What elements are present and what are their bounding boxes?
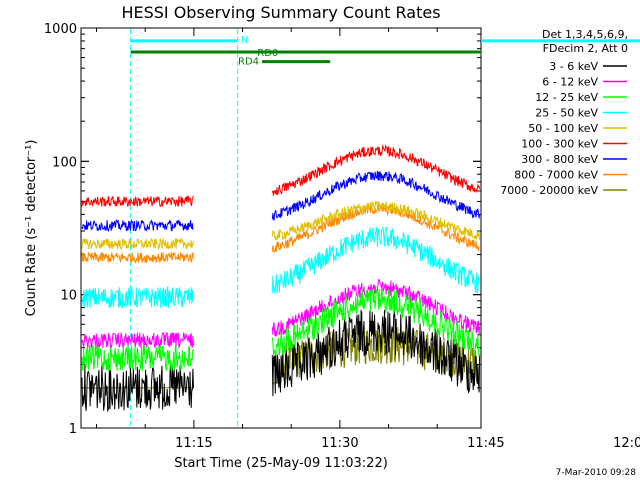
legend-header: Det 1,3,4,5,6,9, — [542, 28, 628, 41]
state-bar-label: RD4 — [238, 57, 259, 68]
x-tick-label: 12:00 — [613, 436, 640, 451]
series-50-100kev — [81, 200, 481, 251]
x-tick-label: 11:30 — [321, 436, 358, 451]
data-series — [81, 144, 481, 413]
x-tick-label: 11:45 — [467, 436, 504, 451]
legend-label: 7000 - 20000 keV — [500, 184, 598, 197]
series-line — [81, 170, 481, 233]
series-25-50kev — [81, 226, 481, 309]
series-line — [81, 202, 480, 265]
y-tick-labels: 1 10 100 1000 — [44, 22, 77, 437]
series-800-7000kev — [81, 202, 480, 265]
footer-date: 7-Mar-2010 09:28 — [556, 468, 637, 478]
legend: Det 1,3,4,5,6,9,FDecim 2, Att 0 3 - 6 keV… — [500, 28, 628, 197]
series-line — [81, 226, 481, 309]
series-line — [81, 287, 481, 372]
legend-header: FDecim 2, Att 0 — [543, 42, 628, 55]
legend-label: 12 - 25 keV — [535, 91, 598, 104]
series-line — [81, 200, 481, 251]
legend-label: 100 - 300 keV — [521, 138, 598, 151]
state-bar-label: N — [241, 35, 248, 46]
legend-label: 3 - 6 keV — [549, 60, 598, 73]
chart-title: HESSI Observing Summary Count Rates — [121, 3, 440, 22]
series-12-25kev — [81, 287, 481, 372]
y-tick-label: 1000 — [44, 22, 77, 37]
legend-label: 800 - 7000 keV — [514, 169, 598, 182]
series-line — [81, 308, 481, 413]
series-300-800kev — [81, 170, 481, 233]
legend-label: 25 - 50 keV — [535, 107, 598, 120]
legend-label: 300 - 800 keV — [521, 153, 598, 166]
legend-label: 6 - 12 keV — [542, 76, 598, 89]
x-tick-label: 11:15 — [175, 436, 212, 451]
series-line — [81, 144, 481, 208]
plot-frame — [80, 27, 482, 429]
x-axis-label: Start Time (25-May-09 11:03:22) — [174, 456, 388, 471]
series-3-6kev — [81, 308, 481, 413]
state-bar-label: RD0 — [257, 48, 278, 59]
y-tick-label: 10 — [60, 289, 77, 304]
series-100-300kev — [81, 144, 481, 208]
y-tick-label: 100 — [52, 155, 77, 170]
y-axis-label: Count Rate (s⁻¹ detector⁻¹) — [24, 140, 39, 317]
legend-label: 50 - 100 keV — [528, 122, 598, 135]
y-tick-label: 1 — [69, 422, 77, 437]
